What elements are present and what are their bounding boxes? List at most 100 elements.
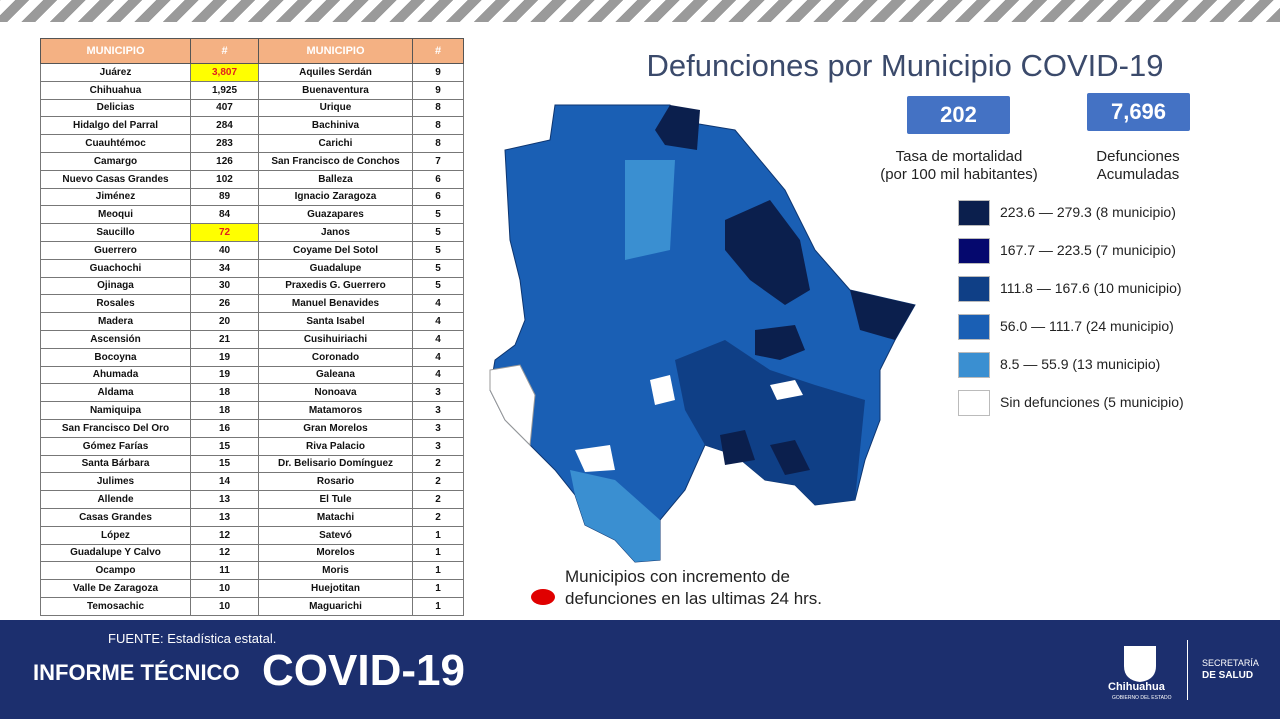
table-row: Guachochi 34 Guadalupe 5 [40,258,464,278]
death-count: 72 [190,223,259,242]
municipality: Saucillo [40,223,191,242]
death-count: 18 [190,383,259,403]
table-row: Guadalupe Y Calvo 12 Morelos 1 [40,543,464,563]
municipality: Casas Grandes [40,507,191,527]
municipality: Huejotitan [258,579,413,598]
death-count: 2 [412,454,464,474]
municipality: El Tule [258,490,413,509]
municipality: Bachiniva [258,116,413,136]
death-count: 5 [412,240,464,260]
column-header: MUNICIPIO [40,38,191,64]
municipality: Manuel Benavides [258,294,413,314]
death-count: 10 [190,596,259,616]
rate-box: 202 [907,96,1010,134]
death-count: 407 [190,98,259,118]
death-count: 4 [412,347,464,367]
municipality: Santa Bárbara [40,454,191,474]
municipality: Hidalgo del Parral [40,116,191,136]
municipality: Chihuahua [40,80,191,100]
municipality: Maguarichi [258,596,413,616]
municipality: Nonoava [258,383,413,403]
shield [1124,646,1156,682]
municipality: Namiquipa [40,401,191,420]
municipality: Valle De Zaragoza [40,579,191,598]
municipality: Madera [40,312,191,331]
region-none [770,380,803,400]
death-count: 6 [412,169,464,189]
death-count: 10 [190,579,259,598]
death-count: 15 [190,454,259,474]
municipality: Coronado [258,347,413,367]
municipality: Aquiles Serdán [258,63,413,82]
table-row: Santa Bárbara 15 Dr. Belisario Domínguez 2 [40,454,464,474]
death-count: 4 [412,365,464,385]
region-dark [720,430,755,465]
municipality: Temosachic [40,596,191,616]
municipality: Rosales [40,294,191,314]
death-count: 5 [412,276,464,296]
table-row: Delicias 407 Urique 8 [40,98,464,118]
death-count: 1 [412,525,464,545]
death-count: 4 [412,294,464,314]
death-count: 5 [412,258,464,278]
municipality: Santa Isabel [258,312,413,331]
municipality: Janos [258,223,413,242]
death-count: 12 [190,543,259,563]
report-title: COVID-19 [262,646,465,695]
table-row: Juárez 3,807 Aquiles Serdán 9 [40,63,464,82]
ministry-1: SECRETARÍA [1202,658,1259,668]
municipality: Jiménez [40,187,191,207]
death-count: 1 [412,543,464,563]
death-count: 3 [412,383,464,403]
report-label: INFORME TÉCNICO [33,660,240,685]
municipality: San Francisco de Conchos [258,151,413,171]
legend-label: 8.5 — 55.9 (13 municipio) [1000,356,1161,372]
death-count: 89 [190,187,259,207]
table-row: Guerrero 40 Coyame Del Sotol 5 [40,240,464,260]
table-row: Aldama 18 Nonoava 3 [40,383,464,403]
death-count: 1 [412,579,464,598]
column-header: MUNICIPIO [258,38,413,64]
table-row: Meoqui 84 Guazapares 5 [40,205,464,225]
total-box: 7,696 [1087,93,1190,131]
municipality: Cuauhtémoc [40,134,191,153]
table-row: Ascensión 21 Cusihuiriachi 4 [40,329,464,349]
table-row: Madera 20 Santa Isabel 4 [40,312,464,331]
table-row: Temosachic 10 Maguarichi 1 [40,596,464,616]
death-count: 5 [412,205,464,225]
municipality: Julimes [40,472,191,492]
municipality: Cusihuiriachi [258,329,413,349]
table-row: Ojinaga 30 Praxedis G. Guerrero 5 [40,276,464,296]
legend-swatch [958,276,990,302]
region-dark [770,440,810,475]
municipality: Aldama [40,383,191,403]
municipality: Galeana [258,365,413,385]
death-count: 102 [190,169,259,189]
region-dark [755,325,805,360]
death-count: 8 [412,98,464,118]
ministry-2: DE SALUD [1202,670,1254,681]
death-count: 19 [190,365,259,385]
source: FUENTE: Estadística estatal. [108,631,277,646]
column-header: # [190,38,259,64]
death-count: 4 [412,329,464,349]
municipality: Delicias [40,98,191,118]
logo-text: Chihuahua [1108,681,1165,693]
note-line: defunciones en las ultimas 24 hrs. [565,589,823,608]
caption-line: (por 100 mil habitantes) [880,166,1038,183]
death-count: 3 [412,418,464,438]
municipality: Ascensión [40,329,191,349]
municipality: Ocampo [40,561,191,581]
death-count: 40 [190,240,259,260]
municipality: Guerrero [40,240,191,260]
death-count: 1,925 [190,80,259,100]
column-header: # [412,38,464,64]
legend-label: 167.7 — 223.5 (7 municipio) [1000,242,1176,258]
municipality: Rosario [258,472,413,492]
municipality: Coyame Del Sotol [258,240,413,260]
municipality: Nuevo Casas Grandes [40,169,191,189]
municipality: Meoqui [40,205,191,225]
red-dot [531,589,555,605]
table-row: Ahumada 19 Galeana 4 [40,365,464,385]
